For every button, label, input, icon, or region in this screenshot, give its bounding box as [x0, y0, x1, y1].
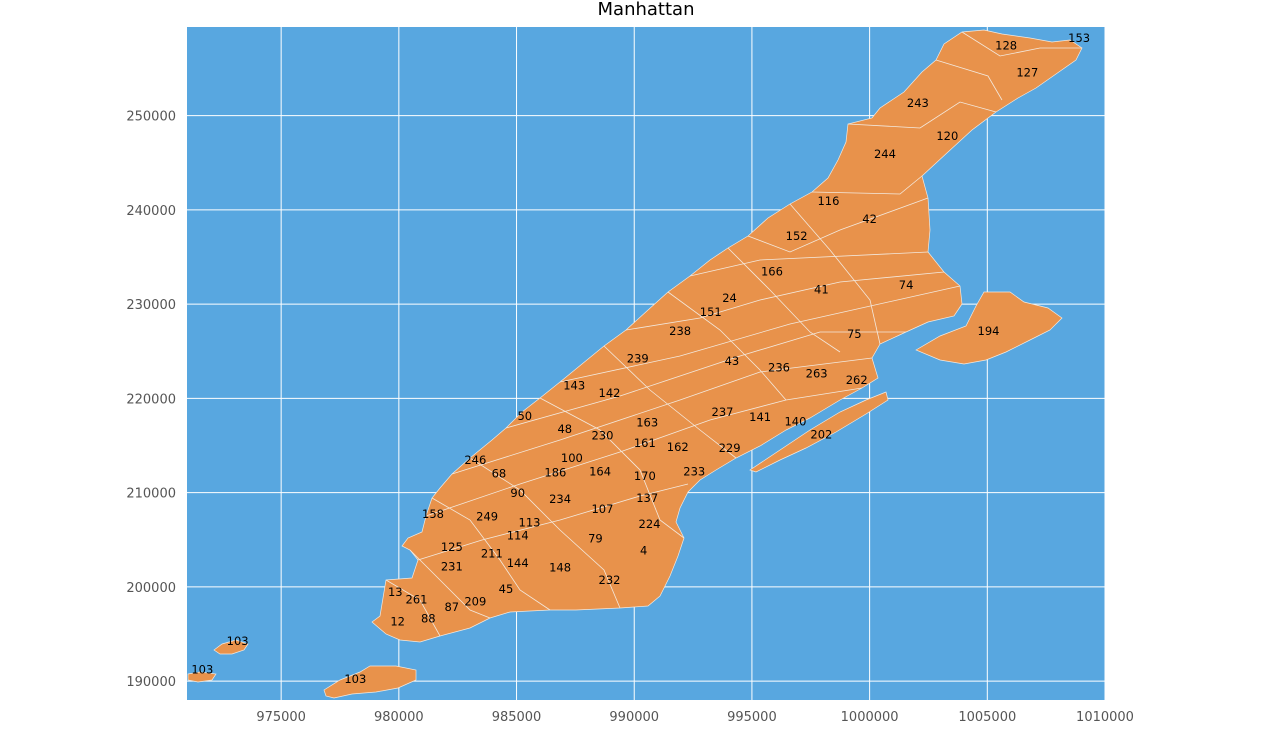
y-tick-label: 230000 — [126, 298, 176, 313]
zone-label: 74 — [899, 278, 914, 292]
land-group — [187, 29, 1083, 699]
zone-label: 211 — [481, 546, 503, 560]
zone-label: 243 — [907, 96, 929, 110]
governors-island — [323, 665, 417, 699]
zone-label: 43 — [725, 354, 740, 368]
roosevelt-island — [749, 391, 889, 473]
zone-label: 13 — [388, 585, 403, 599]
zone-label: 144 — [507, 556, 529, 570]
ellis-island — [187, 671, 217, 683]
zone-label: 164 — [589, 464, 611, 478]
zone-label: 148 — [549, 561, 571, 575]
x-tick-label: 1000000 — [841, 710, 899, 725]
zone-label: 116 — [817, 194, 839, 208]
zone-label: 87 — [444, 600, 459, 614]
x-tick-label: 1010000 — [1076, 710, 1134, 725]
zone-label: 4 — [640, 544, 647, 558]
zone-label: 90 — [510, 486, 525, 500]
zone-label: 224 — [639, 517, 661, 531]
zone-label: 239 — [627, 351, 649, 365]
zone-label: 75 — [847, 327, 862, 341]
zone-label: 128 — [995, 38, 1017, 52]
zone-label: 162 — [667, 440, 689, 454]
zone-label: 12 — [390, 614, 405, 628]
zone-label: 140 — [784, 414, 806, 428]
zone-label: 166 — [761, 265, 783, 279]
liberty-island — [213, 639, 249, 655]
zone-label: 113 — [519, 515, 541, 529]
zone-label: 263 — [806, 366, 828, 380]
zone-label: 153 — [1068, 31, 1090, 45]
zone-label: 158 — [422, 507, 444, 521]
zone-label: 261 — [406, 593, 428, 607]
y-tick-label: 220000 — [126, 392, 176, 407]
zone-borders — [385, 31, 1082, 637]
y-tick-label: 200000 — [126, 581, 176, 596]
zone-label: 103 — [191, 662, 213, 676]
y-tick-label: 210000 — [126, 487, 176, 502]
zone-label: 209 — [464, 595, 486, 609]
zone-label: 161 — [634, 436, 656, 450]
zone-label: 79 — [588, 531, 603, 545]
zone-label: 246 — [464, 453, 486, 467]
zone-label: 238 — [669, 324, 691, 338]
zone-label: 42 — [862, 212, 877, 226]
zone-label: 88 — [421, 611, 436, 625]
zone-label: 229 — [719, 441, 741, 455]
zone-label: 141 — [749, 410, 771, 424]
zone-label: 137 — [636, 491, 658, 505]
zone-label: 170 — [634, 469, 656, 483]
zone-label: 202 — [810, 428, 832, 442]
zone-label: 231 — [441, 560, 463, 574]
zone-label: 237 — [712, 405, 734, 419]
zone-label: 142 — [599, 386, 621, 400]
randalls-island — [915, 291, 1063, 365]
zone-label: 232 — [599, 573, 621, 587]
zone-label: 107 — [591, 502, 613, 516]
zone-label: 230 — [591, 429, 613, 443]
zone-label: 103 — [227, 634, 249, 648]
zone-label: 249 — [476, 510, 498, 524]
zone-label: 45 — [499, 582, 514, 596]
zone-label: 163 — [636, 415, 658, 429]
zone-label: 127 — [1016, 66, 1038, 80]
zone-label: 114 — [507, 529, 529, 543]
zone-label: 233 — [683, 464, 705, 478]
zone-label: 120 — [936, 129, 958, 143]
axis-ticks: 975000 980000 985000 990000 995000 1000000 100… — [126, 110, 1134, 725]
y-tick-label: 190000 — [126, 675, 176, 690]
y-tick-label: 240000 — [126, 204, 176, 219]
zone-label: 234 — [549, 492, 571, 506]
zone-label: 103 — [344, 672, 366, 686]
zone-label: 143 — [563, 379, 585, 393]
x-tick-label: 990000 — [609, 710, 659, 725]
zone-label: 236 — [768, 361, 790, 375]
zone-label: 48 — [557, 422, 572, 436]
zone-label: 194 — [978, 324, 1000, 338]
zone-label: 41 — [814, 283, 829, 297]
x-tick-label: 995000 — [727, 710, 777, 725]
zone-label: 152 — [786, 229, 808, 243]
zone-label: 68 — [492, 466, 507, 480]
zone-label: 262 — [846, 373, 868, 387]
x-tick-label: 985000 — [492, 710, 542, 725]
zone-label: 24 — [722, 291, 737, 305]
zone-label: 100 — [561, 451, 583, 465]
y-tick-label: 250000 — [126, 110, 176, 125]
zone-label: 186 — [544, 465, 566, 479]
zone-label: 244 — [874, 147, 896, 161]
zone-label: 50 — [517, 409, 532, 423]
map-title: Manhattan — [597, 0, 695, 20]
zone-label: 125 — [441, 540, 463, 554]
x-tick-label: 1005000 — [958, 710, 1016, 725]
x-tick-label: 975000 — [256, 710, 306, 725]
zone-label: 151 — [700, 305, 722, 319]
x-tick-label: 980000 — [374, 710, 424, 725]
